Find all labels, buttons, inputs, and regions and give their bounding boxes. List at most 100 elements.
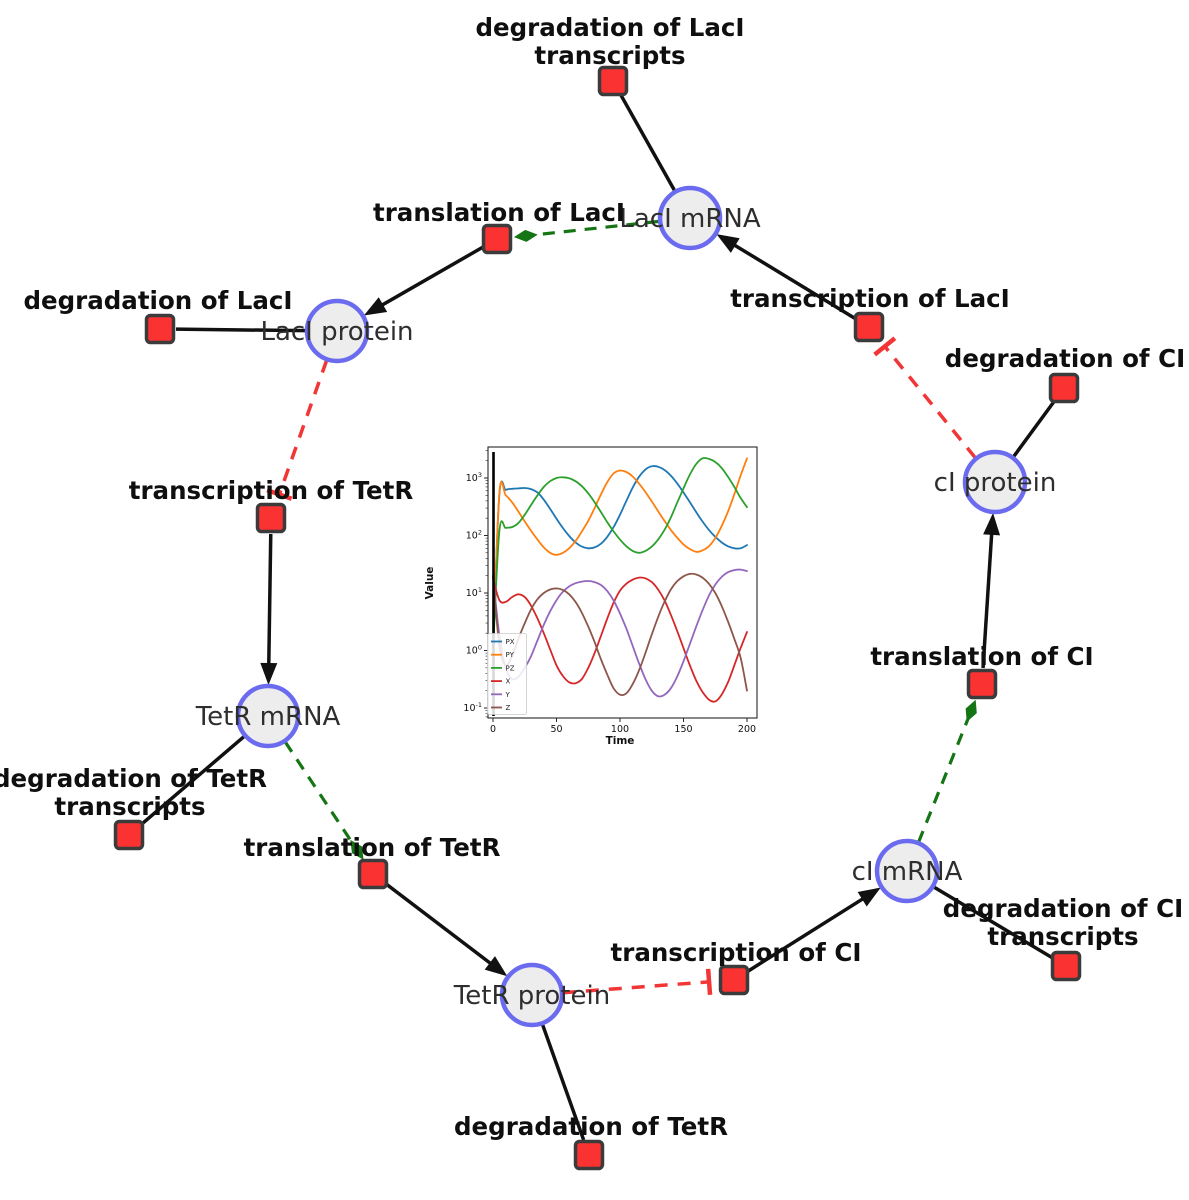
- edge-ci-mrna--transl-ci-arrowhead: [965, 699, 977, 723]
- edge-ci-protein--transc-laci-tbar: [873, 336, 897, 357]
- edge-ci-mrna--transl-ci: [917, 717, 970, 843]
- x-tick-label: 100: [611, 724, 629, 735]
- labels-layer: LacI mRNA LacI protein TetR mRNA TetR prote…: [0, 13, 1185, 1141]
- legend-label-Y: Y: [505, 691, 511, 699]
- edge-ci-protein--transc-laci: [883, 345, 977, 460]
- edge-transc-tetr--tetr-mrna: [266, 533, 273, 670]
- species-label-laci-mrna: LacI mRNA: [619, 204, 760, 234]
- chart-curve-Z: [492, 572, 748, 697]
- species-node-tetr-mrna: [235, 683, 301, 749]
- reaction-node-transl-tetr: [357, 858, 389, 890]
- edge-transl-laci--laci-protein: [376, 245, 485, 310]
- reaction-label-deg-laci-tx-line1: transcripts: [534, 41, 685, 70]
- reaction-label-deg-tetr-line0: degradation of TetR: [454, 1112, 728, 1141]
- reaction-label-transl-ci-line0: translation of CI: [870, 642, 1093, 671]
- species-label-laci-protein: LacI protein: [260, 317, 413, 347]
- x-axis-label: Time: [606, 735, 635, 747]
- edge-laci-protein--transc-tetr: [277, 359, 329, 496]
- chart-curve-PZ: [492, 457, 748, 652]
- chart-curve-X: [492, 576, 748, 703]
- species-node-laci-protein: [304, 298, 370, 364]
- reaction-node-deg-laci-tx: [597, 65, 629, 97]
- edge-transc-ci--ci-mrna-arrowhead: [857, 887, 881, 907]
- chart-axes-box: [487, 446, 758, 719]
- edge-transc-laci--laci-mrna: [729, 240, 857, 321]
- reaction-label-deg-ci-tx-line1: transcripts: [987, 922, 1138, 951]
- reaction-label-transc-ci-line0: transcription of CI: [611, 938, 862, 967]
- reaction-label-deg-tetr-tx-line0: degradation of TetR: [0, 764, 267, 793]
- chart-curve-PY: [492, 457, 748, 652]
- edge-transl-ci--ci-protein-arrowhead: [983, 512, 1001, 536]
- chart-curve-PX: [492, 465, 748, 652]
- reaction-label-deg-ci-tx-line0: degradation of CI: [943, 894, 1183, 923]
- edge-laci-protein--transc-tetr-tbar: [266, 487, 293, 501]
- edge-tetr-mrna--transl-tetr: [283, 740, 354, 845]
- edge-tetr-mrna--transl-tetr-arrowhead: [350, 839, 364, 860]
- y-tick-label: 103: [466, 471, 482, 484]
- reaction-node-deg-ci: [1048, 372, 1080, 404]
- x-tick-label: 200: [738, 724, 756, 735]
- edge-tetr-protein--deg-tetr: [540, 1023, 586, 1141]
- legend-label-PX: PX: [506, 638, 515, 646]
- reaction-node-transc-laci: [853, 311, 885, 343]
- edge-ci-mrna--deg-ci-tx: [932, 885, 1054, 960]
- x-tick-label: 50: [550, 724, 562, 735]
- reaction-node-transl-laci: [481, 223, 513, 255]
- y-tick-label: 102: [466, 529, 482, 542]
- reaction-node-transl-ci: [966, 668, 998, 700]
- legend-label-Z: Z: [506, 704, 511, 712]
- species-label-tetr-mrna: TetR mRNA: [195, 702, 341, 732]
- edge-laci-mrna--transl-laci: [533, 219, 660, 237]
- x-tick-label: 0: [490, 724, 496, 735]
- edge-tetr-protein--transc-ci: [562, 980, 710, 995]
- species-label-ci-protein: cI protein: [934, 468, 1057, 498]
- reaction-label-transc-tetr-line0: transcription of TetR: [129, 476, 414, 505]
- legend-label-PZ: PZ: [506, 664, 515, 672]
- reaction-label-transl-tetr-line0: translation of TetR: [244, 833, 501, 862]
- edge-transl-ci--ci-protein: [981, 528, 994, 669]
- edge-laci-protein--deg-laci: [175, 327, 307, 333]
- reaction-node-deg-ci-tx: [1050, 950, 1082, 982]
- edge-ci-protein--deg-ci: [1011, 399, 1056, 459]
- inset-chart: 0 50 100 150 20010-1100101102103TimeValuePXP…: [424, 446, 758, 747]
- y-tick-label: 100: [466, 644, 482, 657]
- x-tick-label: 150: [674, 724, 692, 735]
- edge-tetr-protein--transc-ci-tbar: [705, 968, 713, 995]
- y-tick-label: 10-1: [463, 701, 482, 714]
- reaction-label-deg-tetr-tx-line1: transcripts: [54, 792, 205, 821]
- edge-transl-tetr--tetr-protein-arrowhead: [484, 956, 508, 977]
- reaction-label-deg-laci-line0: degradation of LacI: [23, 286, 292, 315]
- species-label-ci-mrna: cI mRNA: [852, 857, 963, 887]
- species-label-tetr-protein: TetR protein: [453, 981, 610, 1011]
- species-node-ci-mrna: [874, 838, 940, 904]
- reaction-node-deg-tetr-tx: [113, 819, 145, 851]
- reaction-node-transc-tetr: [255, 502, 287, 534]
- edge-transl-tetr--tetr-protein: [384, 882, 496, 968]
- edge-transl-laci--laci-protein-arrowhead: [363, 297, 388, 316]
- reaction-node-deg-laci: [144, 313, 176, 345]
- species-node-tetr-protein: [499, 962, 565, 1028]
- chart-legend: PX PY PZ XYZ: [487, 633, 527, 715]
- edge-laci-mrna--deg-laci-tx: [619, 94, 677, 192]
- edge-transc-tetr--tetr-mrna-arrowhead: [260, 662, 278, 686]
- y-tick-label: 101: [466, 586, 482, 599]
- species-node-laci-mrna: [657, 185, 723, 251]
- edge-laci-mrna--transl-laci-arrowhead: [513, 229, 538, 242]
- reaction-label-transc-laci-line0: transcription of LacI: [730, 284, 1010, 313]
- chart-curve-Y: [492, 568, 748, 698]
- edges-layer: [140, 94, 1056, 1141]
- reaction-label-transl-laci-line0: translation of LacI: [373, 198, 625, 227]
- edge-tetr-mrna--deg-tetr-tx: [140, 734, 246, 826]
- edge-transc-laci--laci-mrna-arrowhead: [716, 234, 740, 253]
- legend-label-PY: PY: [506, 651, 515, 659]
- species-node-ci-protein: [962, 449, 1028, 515]
- y-axis-label: Value: [424, 567, 436, 600]
- reaction-node-deg-tetr: [573, 1139, 605, 1171]
- legend-label-X: X: [506, 678, 511, 686]
- nodes-layer: [113, 65, 1082, 1171]
- reaction-label-deg-ci-line0: degradation of CI: [945, 344, 1185, 373]
- reaction-node-transc-ci: [718, 964, 750, 996]
- reaction-label-deg-laci-tx-line0: degradation of LacI: [475, 13, 744, 42]
